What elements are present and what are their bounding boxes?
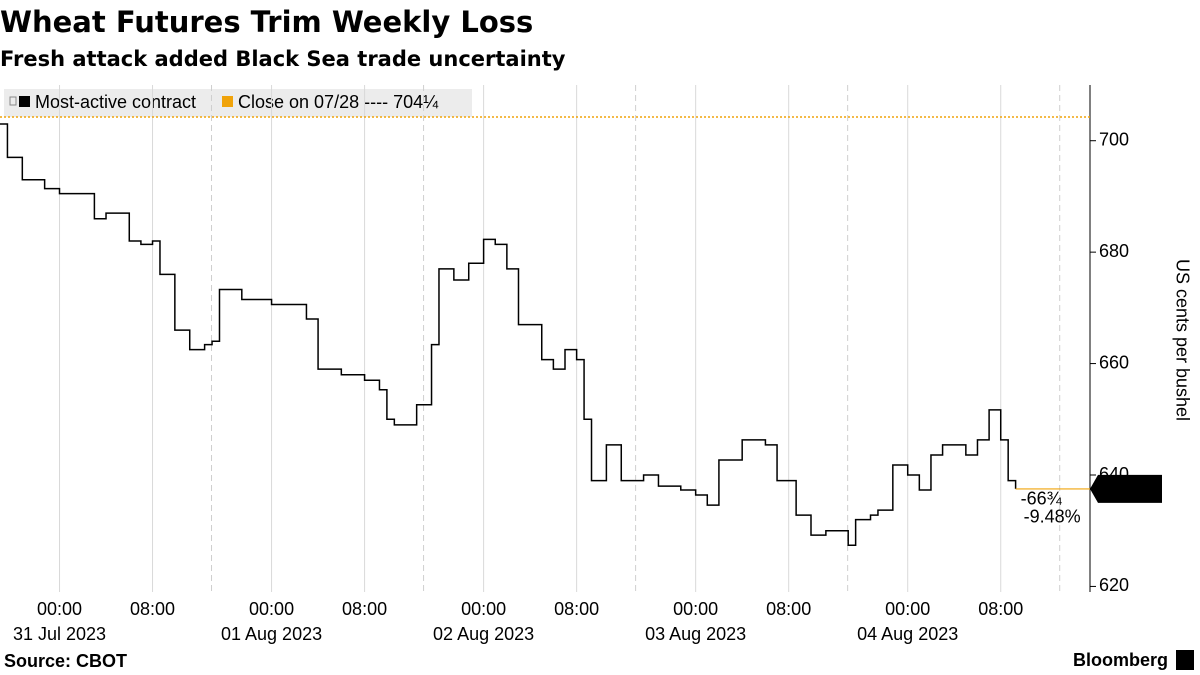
change-label: -66¾ bbox=[1021, 489, 1063, 509]
legend-swatch bbox=[19, 96, 30, 107]
x-date-label: 01 Aug 2023 bbox=[221, 624, 322, 644]
chart-subtitle: Fresh attack added Black Sea trade uncer… bbox=[0, 47, 566, 71]
x-date-label: 02 Aug 2023 bbox=[433, 624, 534, 644]
legend-box bbox=[4, 89, 472, 117]
brand: Bloomberg bbox=[1073, 650, 1168, 670]
x-date-label: 31 Jul 2023 bbox=[13, 624, 106, 644]
x-tick-label: 08:00 bbox=[978, 599, 1023, 619]
change-label: -9.48% bbox=[1024, 507, 1081, 527]
last-price-label: 637½ bbox=[1102, 479, 1147, 499]
x-tick-label: 00:00 bbox=[885, 599, 930, 619]
y-tick-label: 620 bbox=[1099, 575, 1129, 595]
x-date-label: 04 Aug 2023 bbox=[857, 624, 958, 644]
x-tick-label: 08:00 bbox=[554, 599, 599, 619]
last-price-box bbox=[1090, 474, 1162, 503]
legend-swatch bbox=[222, 96, 233, 107]
legend-label: Close on 07/28 ---- 704¼ bbox=[238, 92, 439, 112]
source: Source: CBOT bbox=[4, 651, 127, 671]
x-tick-label: 00:00 bbox=[249, 599, 294, 619]
chart-title: Wheat Futures Trim Weekly Loss bbox=[0, 5, 533, 39]
x-tick-label: 08:00 bbox=[766, 599, 811, 619]
x-tick-label: 00:00 bbox=[37, 599, 82, 619]
legend-label: Most-active contract bbox=[35, 92, 196, 112]
y-tick-label: 680 bbox=[1099, 241, 1129, 261]
brand-icon bbox=[1176, 650, 1194, 670]
x-tick-label: 08:00 bbox=[130, 599, 175, 619]
y-tick-label: 660 bbox=[1099, 352, 1129, 372]
x-tick-label: 00:00 bbox=[673, 599, 718, 619]
y-tick-label: 700 bbox=[1099, 129, 1129, 149]
legend-icon bbox=[9, 96, 17, 106]
x-date-label: 03 Aug 2023 bbox=[645, 624, 746, 644]
y-axis-title: US cents per bushel bbox=[1172, 259, 1192, 421]
price-line bbox=[0, 123, 1017, 546]
x-tick-label: 08:00 bbox=[342, 599, 387, 619]
x-tick-label: 00:00 bbox=[461, 599, 506, 619]
